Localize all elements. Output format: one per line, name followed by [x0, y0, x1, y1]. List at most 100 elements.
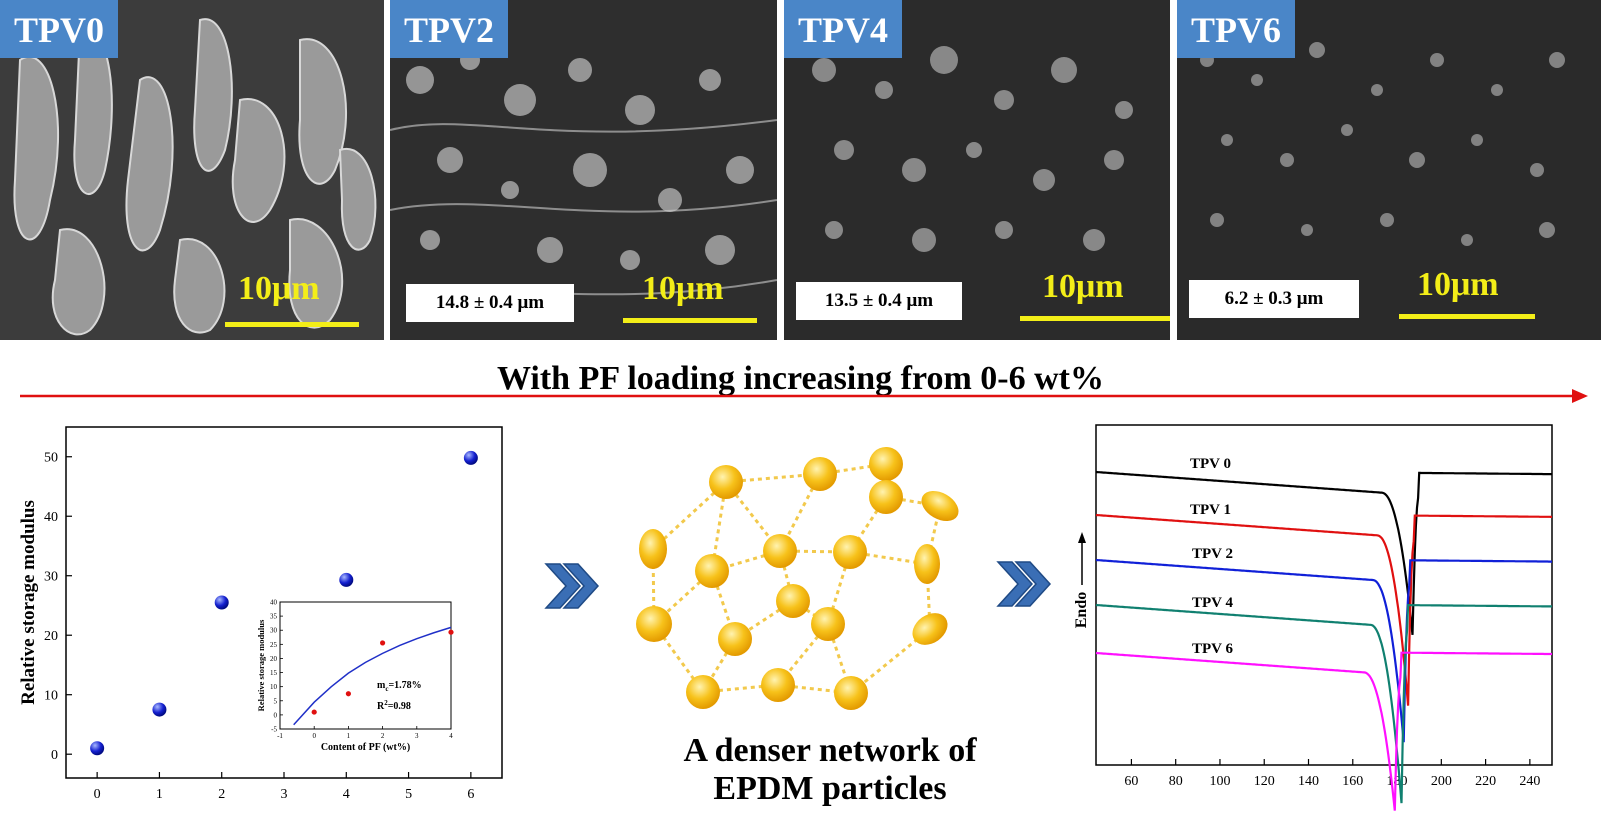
- x-tick-label: 3: [281, 787, 288, 802]
- inset-x-tick-label: 0: [312, 732, 316, 740]
- sem-panel-tpv6: TPV6 6.2 ± 0.3 μm 10μm: [1177, 0, 1601, 340]
- scale-bar: [623, 318, 757, 323]
- x-tick-label: 160: [1342, 774, 1363, 789]
- data-point: [214, 595, 229, 610]
- sem-panel-tpv0: TPV0 10μm: [0, 0, 384, 340]
- chevron-right-icon: [544, 563, 600, 609]
- y-tick-label: 10: [44, 689, 58, 704]
- y-axis-label: Endo: [1073, 592, 1090, 628]
- y-axis-label: Relative storage modulus: [18, 500, 39, 705]
- sem-panel-tpv2: TPV2 14.8 ± 0.4 μm 10μm: [390, 0, 777, 340]
- inset-data-point: [448, 629, 454, 635]
- chevron-right-icon: [996, 561, 1052, 607]
- x-tick-label: 200: [1431, 774, 1452, 789]
- x-tick-label: 220: [1475, 774, 1496, 789]
- scale-bar: [1399, 314, 1535, 319]
- size-measurement: 13.5 ± 0.4 μm: [796, 282, 962, 320]
- scale-label: 10μm: [1042, 268, 1124, 305]
- inset-y-tick-label: 30: [270, 627, 278, 635]
- annotation-part: R: [377, 701, 385, 712]
- network-caption-line: A denser network of: [683, 732, 977, 769]
- panel-label: TPV4: [784, 0, 902, 58]
- x-tick-label: 80: [1169, 774, 1183, 789]
- inset-y-tick-label: 35: [270, 613, 278, 621]
- series-label: TPV 6: [1192, 641, 1233, 657]
- panel-label: TPV2: [390, 0, 508, 58]
- inset-annotation: mc=1.78%: [377, 680, 422, 693]
- series-line: [1095, 603, 1552, 804]
- y-tick-label: 40: [44, 510, 58, 525]
- x-tick-label: 120: [1254, 774, 1275, 789]
- inset-data-point: [345, 691, 351, 697]
- epdm-network-diagram: [636, 447, 959, 710]
- scale-bar: [225, 322, 359, 327]
- inset-data-point: [380, 640, 386, 646]
- sem-panel-tpv4: TPV4 13.5 ± 0.4 μm 10μm: [784, 0, 1170, 340]
- annotation-superscript: 2: [384, 699, 388, 707]
- size-measurement: 6.2 ± 0.3 μm: [1189, 280, 1359, 318]
- scale-label: 10μm: [238, 270, 320, 307]
- network-caption: A denser network of EPDM particles: [630, 732, 1030, 808]
- inset-frame: [279, 601, 452, 730]
- x-tick-label: 60: [1124, 774, 1138, 789]
- x-tick-label: 1: [156, 787, 163, 802]
- inset-data-point: [311, 709, 317, 715]
- inset-y-tick-label: 5: [274, 697, 278, 705]
- scale-label: 10μm: [642, 270, 724, 307]
- inset-x-axis-label: Content of PF (wt%): [321, 742, 410, 753]
- y-tick-label: 50: [44, 451, 58, 466]
- inset-y-tick-label: -5: [271, 726, 277, 734]
- plot-frame: [1095, 424, 1553, 766]
- x-tick-label: 5: [405, 787, 412, 802]
- x-tick-label: 180: [1387, 774, 1408, 789]
- x-tick-label: 100: [1209, 774, 1230, 789]
- annotation-part: =0.98: [388, 701, 411, 712]
- trend-banner: With PF loading increasing from 0-6 wt%: [497, 360, 1104, 397]
- size-measurement: 14.8 ± 0.4 μm: [406, 284, 574, 322]
- series-label: TPV 1: [1190, 502, 1231, 518]
- x-tick-label: 2: [218, 787, 225, 802]
- series-line: [1095, 651, 1552, 811]
- inset-y-axis-label: Relative storage modulus: [256, 619, 266, 711]
- x-tick-label: 240: [1519, 774, 1540, 789]
- series-label: TPV 2: [1192, 546, 1233, 562]
- sem-image: [0, 0, 384, 340]
- inset-y-tick-label: 0: [274, 711, 278, 719]
- scale-label: 10μm: [1417, 266, 1499, 303]
- scale-bar: [1020, 316, 1170, 321]
- trend-arrow: [20, 389, 1588, 403]
- series-line: [1095, 558, 1552, 743]
- annotation-part: =1.78%: [388, 680, 421, 691]
- inset-x-tick-label: 4: [449, 732, 453, 740]
- y-tick-label: 0: [51, 748, 58, 763]
- dsc-curves-chart: 60 80 100 120 140 160 180 200 220 240 Endo TPV 0 TPV…: [1073, 424, 1553, 811]
- inset-x-tick-label: 1: [347, 732, 351, 740]
- series-label: TPV 0: [1190, 456, 1231, 472]
- inset-annotation: R2=0.98: [377, 699, 411, 712]
- x-tick-label: 4: [343, 787, 350, 802]
- panel-label: TPV0: [0, 0, 118, 58]
- panel-label: TPV6: [1177, 0, 1295, 58]
- inset-x-tick-label: 3: [415, 732, 419, 740]
- series-label: TPV 4: [1192, 595, 1233, 611]
- x-tick-label: 6: [467, 787, 474, 802]
- arrow-up-icon: [1078, 532, 1086, 543]
- inset-y-tick-label: 10: [270, 683, 278, 691]
- series-line: [1095, 470, 1552, 636]
- y-tick-label: 20: [44, 629, 58, 644]
- inset-y-tick-label: 20: [270, 655, 278, 663]
- inset-y-tick-label: 25: [270, 641, 278, 649]
- data-point: [90, 741, 105, 756]
- series-line: [1095, 513, 1552, 706]
- inset-fit-curve: [293, 626, 452, 726]
- data-point: [339, 572, 354, 587]
- y-tick-label: 30: [44, 570, 58, 585]
- x-tick-label: 0: [94, 787, 101, 802]
- inset-x-tick-label: 2: [381, 732, 385, 740]
- network-caption-line: EPDM particles: [713, 770, 947, 807]
- annotation-subscript: c: [385, 685, 388, 693]
- inset-y-tick-label: 15: [270, 669, 278, 677]
- annotation-part: m: [377, 680, 386, 691]
- data-point: [152, 702, 167, 717]
